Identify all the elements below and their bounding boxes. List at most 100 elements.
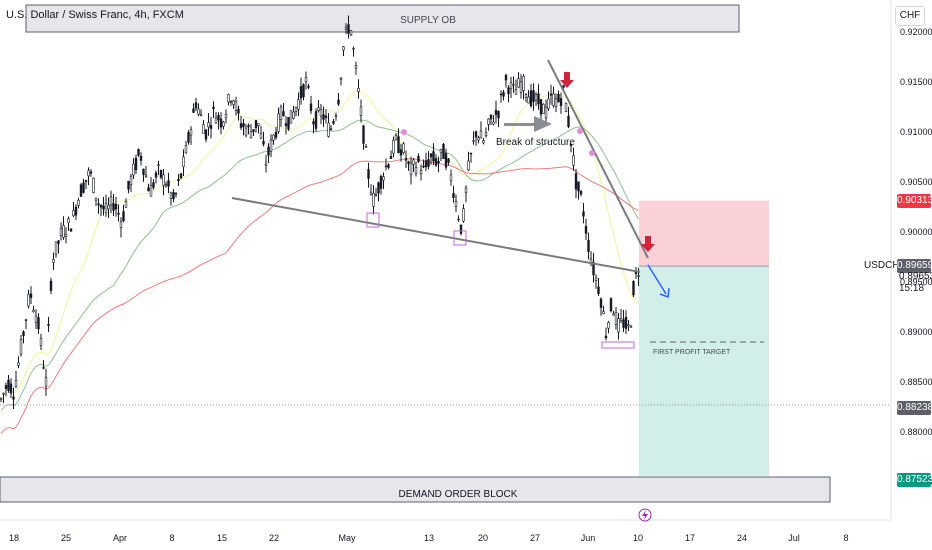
price-tick-label: 0.89500 — [900, 277, 932, 287]
candle-body — [592, 261, 595, 276]
time-tick-label: Jul — [788, 533, 800, 543]
candle-body — [627, 324, 630, 327]
candle-body — [514, 89, 518, 95]
candle-body — [342, 46, 345, 51]
candle-body — [484, 132, 488, 137]
neckline-trendline[interactable] — [231, 197, 641, 273]
candle-body — [147, 187, 150, 192]
double-bottom-marker[interactable] — [601, 341, 635, 349]
candle-body — [357, 88, 360, 92]
candle-body — [34, 315, 38, 323]
candle-body — [122, 211, 125, 222]
ma-touch-dot — [577, 128, 583, 134]
currency-button[interactable]: CHF — [895, 6, 925, 26]
candle-body — [199, 113, 203, 116]
candle-body — [632, 281, 635, 296]
demand-ob-zone[interactable] — [0, 476, 831, 503]
candle-body — [277, 113, 280, 132]
candle-body — [39, 338, 43, 346]
candles-layer — [0, 15, 640, 409]
candle-body — [554, 98, 558, 107]
candle-body — [602, 311, 605, 314]
candle-body — [4, 385, 8, 389]
candle-body — [279, 106, 283, 120]
candle-body — [42, 367, 45, 369]
candle-body — [164, 184, 168, 187]
candle-body — [27, 294, 30, 307]
candle-body — [354, 65, 358, 69]
candle-body — [389, 156, 393, 159]
candle-body — [184, 145, 188, 154]
ma-green-line — [0, 119, 639, 411]
candle-body — [92, 177, 95, 194]
candle-body — [434, 158, 438, 166]
candle-body — [379, 176, 383, 189]
candle-body — [167, 180, 170, 187]
candle-body — [17, 362, 20, 366]
candle-body — [349, 30, 353, 36]
candle-body — [452, 193, 455, 198]
candle-body — [189, 129, 193, 136]
projection-arrowhead — [659, 287, 670, 299]
candle-body — [267, 146, 270, 156]
candle-body — [312, 121, 315, 125]
sell-arrow-icon — [641, 236, 655, 252]
candle-body — [569, 143, 573, 146]
candle-body — [564, 103, 568, 112]
candle-body — [372, 192, 375, 207]
candle-body — [537, 93, 540, 105]
candle-body — [117, 212, 120, 215]
entry-price-tag: 0.89659 — [897, 259, 932, 274]
candle-body — [449, 174, 453, 182]
time-axis[interactable]: 18 25 Apr 8 15 22 May 13 20 27 Jun 10 17 24 Jul 8 — [9, 533, 849, 543]
candle-body — [0, 398, 3, 400]
candle-body — [72, 210, 75, 217]
chart-title: U.S. Dollar / Swiss Franc, 4h, FXCM — [6, 9, 184, 21]
candle-body — [392, 139, 395, 154]
candle-body — [394, 134, 398, 140]
candle-body — [617, 318, 620, 333]
descending-trendline[interactable] — [547, 59, 649, 259]
candle-body — [169, 192, 173, 199]
candle-body — [159, 170, 163, 178]
swing-low-marker[interactable] — [453, 230, 467, 246]
candle-body — [2, 392, 5, 395]
swing-low-marker[interactable] — [366, 212, 380, 228]
candle-body — [144, 174, 148, 178]
candle-body — [477, 137, 480, 141]
take-profit-zone[interactable] — [639, 266, 769, 476]
time-tick-label: 17 — [685, 533, 695, 543]
candle-body — [224, 114, 228, 119]
price-axis[interactable]: 0.92000 0.91500 0.91000 0.90500 0.90000 0.895… — [900, 27, 932, 487]
candle-body — [459, 224, 463, 234]
candle-body — [487, 118, 490, 125]
stop-loss-zone[interactable] — [639, 200, 769, 267]
candle-body — [239, 123, 243, 128]
candle-body — [624, 316, 628, 329]
candle-body — [112, 203, 115, 211]
candle-body — [107, 204, 110, 210]
candle-body — [539, 99, 543, 115]
candle-body — [262, 140, 265, 145]
supply-ob-zone[interactable] — [25, 4, 740, 33]
time-tick-label: Jun — [581, 533, 596, 543]
candle-body — [399, 149, 403, 156]
candle-body — [304, 77, 308, 83]
candle-body — [87, 170, 90, 177]
candle-body — [29, 293, 33, 298]
candle-body — [534, 94, 538, 101]
candle-body — [582, 211, 585, 217]
candle-body — [252, 129, 255, 132]
candle-body — [47, 324, 50, 326]
candle-body — [109, 196, 113, 206]
candle-body — [577, 181, 580, 192]
candle-body — [44, 376, 48, 387]
candle-body — [427, 159, 430, 167]
candle-body — [327, 122, 330, 137]
time-tick-label: 25 — [61, 533, 71, 543]
candle-body — [302, 84, 305, 98]
candle-body — [527, 96, 530, 104]
candle-body — [249, 131, 253, 139]
candle-body — [237, 109, 240, 114]
